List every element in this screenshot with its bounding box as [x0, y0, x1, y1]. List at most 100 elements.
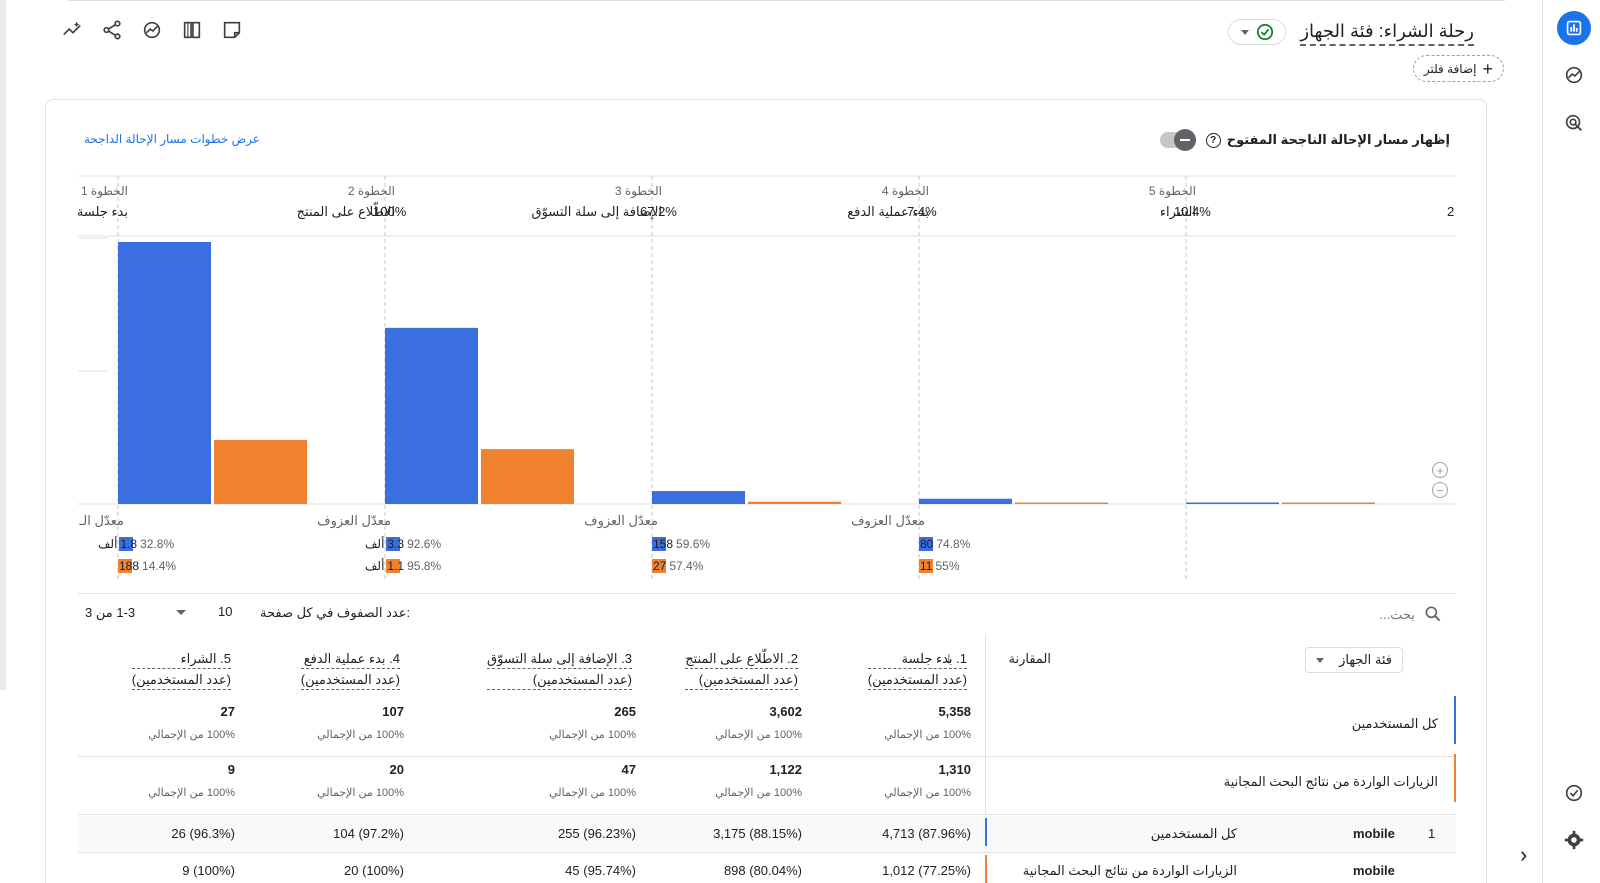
abandonment-orange-row: ألف 1.1 95.8% — [365, 559, 441, 573]
total-value: 107 — [382, 704, 404, 719]
compare-icon[interactable] — [140, 15, 164, 45]
column-title: 1. بدء جلسة — [867, 649, 967, 669]
column-header-1[interactable]: 1. بدء جلسة (عدد المستخدمين) — [867, 649, 967, 690]
columns-icon[interactable] — [180, 15, 204, 45]
abandonment-blue-row: 80 74.8% — [919, 537, 970, 551]
step-name: بدء جلسة — [76, 204, 128, 219]
sort-arrow-icon[interactable]: ↓ — [945, 650, 953, 667]
chevron-right-icon[interactable]: › — [1520, 842, 1528, 867]
abandonment-blue-row: 158 59.6% — [652, 537, 710, 551]
total-percent-label: 100% من الإجمالي — [884, 787, 971, 799]
device-category-chip[interactable]: فئة الجهاز — [1305, 647, 1403, 673]
zoom-in-icon[interactable]: + — [1432, 462, 1448, 478]
column-title: 5. الشراء — [131, 649, 231, 669]
data-value: 1,012 (77.25%) — [882, 863, 971, 878]
column-header-4[interactable]: 4. بدء عملية الدفع (عدد المستخدمين) — [300, 649, 400, 690]
bar-chart-icon[interactable] — [1557, 11, 1591, 45]
abandonment-percentage: 95.8% — [407, 559, 442, 573]
row-divider — [78, 814, 1456, 815]
total-value: 1,310 — [938, 762, 971, 777]
total-percent-label: 100% من الإجمالي — [715, 787, 802, 799]
step-label: الخطوة 1 — [80, 184, 128, 198]
abandonment-count: 1.1 — [386, 559, 406, 573]
abandonment-label: معدّل الـ — [79, 513, 125, 528]
report-title-area: رحلة الشراء: فئة الجهاز — [1228, 16, 1474, 48]
abandonment-label: معدّل العزوف — [317, 513, 391, 528]
step-label: الخطوة 3 — [614, 184, 662, 198]
check-circle-icon[interactable] — [1557, 776, 1591, 810]
rows-per-page-label: عدد الصفوف في كل صفحة: — [260, 605, 411, 620]
segment-color-bar — [985, 818, 987, 846]
pagination-range: 1-3 من 3 — [85, 605, 136, 620]
chevron-down-icon — [1316, 657, 1324, 663]
column-title: 2. الاطّلاع على المنتج — [685, 649, 798, 669]
total-value: 27 — [220, 704, 235, 719]
open-funnel-toggle[interactable]: إظهار مسار الإحالة الناجحة المفتوح ? — [1159, 129, 1450, 151]
abandonment-unit: ألف — [98, 537, 118, 551]
total-percent-label: 100% من الإجمالي — [549, 787, 636, 799]
step-label: الخطوة 4 — [881, 184, 929, 198]
total-percent-label: 100% من الإجمالي — [317, 729, 404, 741]
target-click-icon[interactable] — [1557, 106, 1591, 140]
abandonment-count: 27 — [652, 559, 668, 573]
segment-name: كل المستخدمين — [1351, 716, 1438, 731]
step-percentage: 67.2% — [640, 204, 677, 219]
table-top-divider — [78, 593, 1456, 594]
data-value: 20 (100%) — [344, 863, 404, 878]
device-category: mobile — [1353, 826, 1395, 841]
search-icon[interactable] — [1423, 604, 1443, 624]
insights-icon[interactable] — [60, 15, 84, 45]
left-edge-bar — [0, 0, 6, 690]
total-percent-label: 100% من الإجمالي — [148, 787, 235, 799]
gear-icon[interactable] — [1557, 823, 1591, 857]
funnel-steps-link[interactable]: عرض خطوات مسار الإحالة الداجحة — [84, 132, 260, 146]
add-filter-label: إضافة فلتر — [1423, 61, 1477, 76]
column-metric: (عدد المستخدمين) — [131, 670, 231, 690]
segment-color-bar — [1454, 696, 1456, 744]
abandonment-unit: ألف — [365, 537, 385, 551]
search-input[interactable] — [1335, 606, 1415, 622]
total-percent-label: 100% من الإجمالي — [148, 729, 235, 741]
help-icon[interactable]: ? — [1205, 132, 1221, 148]
report-title[interactable]: رحلة الشراء: فئة الجهاز — [1300, 19, 1474, 46]
total-value: 5,358 — [938, 704, 971, 719]
compare-label: المقارنة — [1008, 651, 1052, 666]
abandonment-percentage: 55% — [935, 559, 960, 573]
abandonment-label: معدّل العزوف — [584, 513, 658, 528]
row-divider — [78, 852, 1456, 853]
plus-icon: + — [1482, 58, 1493, 79]
rows-per-page-select[interactable]: 10 — [218, 604, 233, 619]
total-value: 265 — [614, 704, 636, 719]
abandonment-count: 188 — [118, 559, 141, 573]
data-value: 104 (97.2%) — [333, 826, 404, 841]
abandonment-blue-row: ألف 1.8 32.8% — [98, 537, 174, 551]
step-name: بدء عملية الدفع — [847, 204, 929, 219]
toggle-switch[interactable] — [1159, 129, 1196, 151]
zoom-out-icon[interactable]: − — [1432, 482, 1448, 498]
column-header-5[interactable]: 5. الشراء (عدد المستخدمين) — [131, 649, 231, 690]
funnel-card — [45, 99, 1487, 883]
status-dropdown[interactable] — [1228, 19, 1287, 45]
step-name-overflow: 2 — [1447, 204, 1455, 219]
insights-trend-icon[interactable] — [1557, 58, 1591, 92]
abandonment-count: 80 — [919, 537, 935, 551]
data-value: 4,713 (87.96%) — [882, 826, 971, 841]
abandonment-percentage: 74.8% — [936, 537, 971, 551]
share-icon[interactable] — [100, 15, 124, 45]
chevron-down-icon[interactable] — [176, 610, 186, 615]
abandonment-label: معدّل العزوف — [851, 513, 925, 528]
abandonment-blue-row: ألف 3.3 92.6% — [365, 537, 441, 551]
row-highlight — [78, 816, 1456, 852]
total-percent-label: 100% من الإجمالي — [317, 787, 404, 799]
column-metric: (عدد المستخدمين) — [487, 670, 632, 690]
row-index: 1 — [1428, 826, 1436, 841]
column-metric: (عدد المستخدمين) — [867, 670, 967, 690]
add-filter-button[interactable]: + إضافة فلتر — [1412, 55, 1504, 82]
notes-icon[interactable] — [220, 15, 244, 45]
step-name: الإضافة إلى سلة التسوّق — [531, 204, 662, 219]
total-percent-label: 100% من الإجمالي — [549, 729, 636, 741]
column-header-3[interactable]: 3. الإضافة إلى سلة التسوّق (عدد المستخدمي… — [487, 649, 632, 690]
step-label: الخطوة 5 — [1148, 184, 1196, 198]
dimension-divider — [985, 635, 986, 815]
column-header-2[interactable]: 2. الاطّلاع على المنتج (عدد المستخدمين) — [685, 649, 798, 690]
